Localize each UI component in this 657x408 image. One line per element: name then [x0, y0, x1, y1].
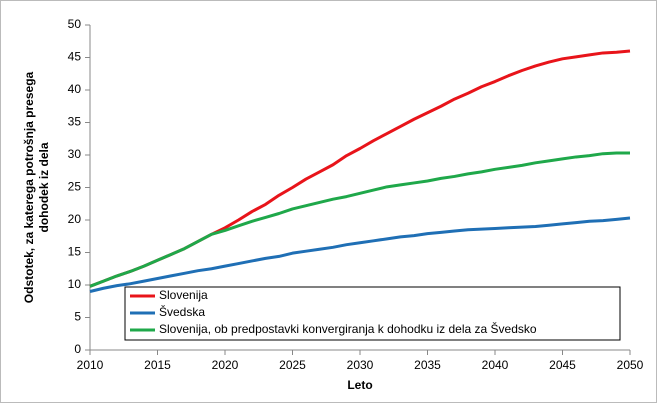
y-tick-label: 45: [68, 50, 82, 64]
y-axis-label: dohodek iz dela: [37, 142, 51, 232]
legend-label: Švedska: [159, 304, 205, 319]
series-line: [89, 216, 631, 293]
series-line: [89, 151, 630, 288]
x-tick-label: 2015: [144, 358, 171, 372]
x-tick-label: 2020: [212, 358, 239, 372]
legend-box: [124, 286, 621, 341]
legend-label: Slovenija: [159, 288, 208, 302]
x-tick-label: 2050: [617, 358, 644, 372]
x-tick-label: 2030: [347, 358, 374, 372]
y-tick-label: 5: [74, 310, 81, 324]
y-tick-label: 25: [68, 180, 82, 194]
y-tick-label: 15: [68, 245, 82, 259]
x-tick-label: 2045: [549, 358, 576, 372]
y-tick-label: 40: [68, 82, 82, 96]
legend: Slovenija Švedska Slovenija, ob predpostav…: [124, 286, 621, 341]
y-tick-label: 10: [68, 277, 82, 291]
x-tick-label: 2025: [279, 358, 306, 372]
x-tick-label: 2035: [414, 358, 441, 372]
x-tick-label: 2010: [77, 358, 104, 372]
legend-label: Slovenija, ob predpostavki konvergiranja…: [159, 321, 537, 336]
y-tick-label: 35: [68, 115, 82, 129]
x-tick-label: 2040: [482, 358, 509, 372]
y-tick-label: 20: [68, 212, 82, 226]
y-axis-label: Odstotek, za katerega potrošnja presega: [22, 71, 36, 303]
y-tick-label: 50: [68, 17, 82, 31]
y-tick-label: 30: [68, 147, 82, 161]
y-tick-label: 0: [74, 342, 81, 356]
x-axis-label: Leto: [347, 378, 372, 392]
